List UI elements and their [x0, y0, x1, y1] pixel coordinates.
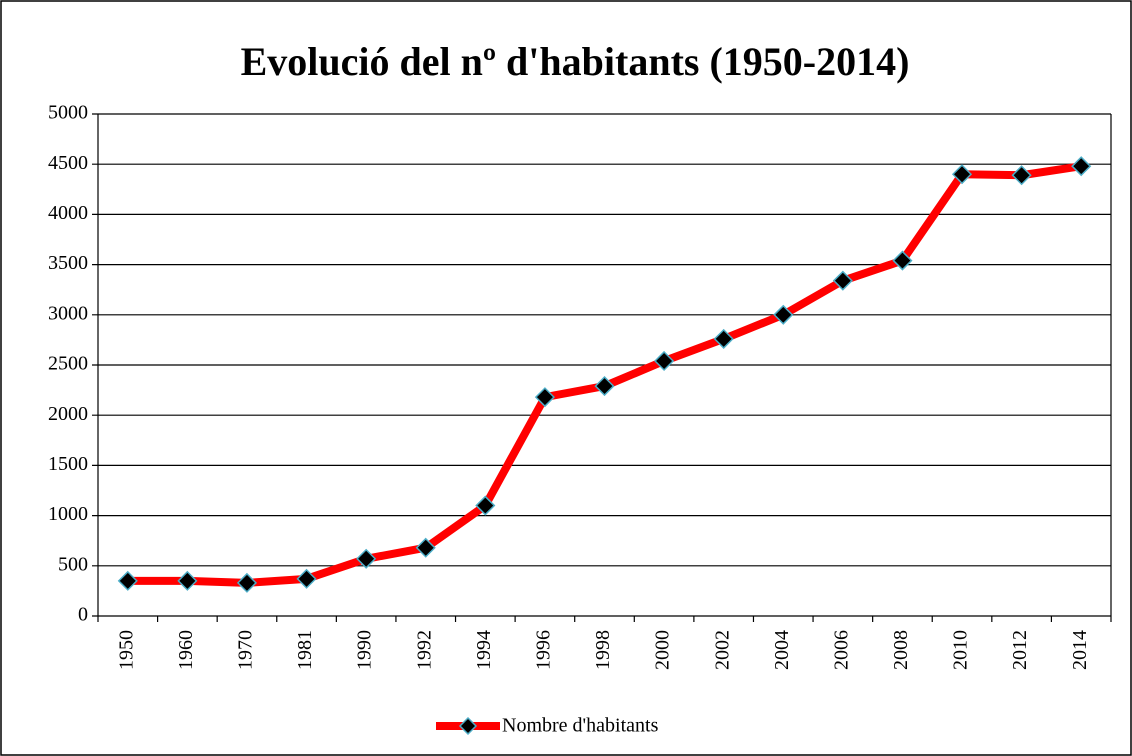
data-point — [534, 387, 555, 408]
x-tick-label: 1996 — [533, 630, 555, 670]
x-tick-label: 1994 — [473, 630, 495, 670]
y-tick-label: 500 — [58, 553, 88, 575]
data-point — [475, 495, 496, 516]
data-point — [713, 328, 734, 349]
data-point — [177, 570, 198, 591]
x-tick-label: 1981 — [294, 630, 316, 670]
x-tick-label: 2010 — [950, 630, 972, 670]
x-tick-label: 1992 — [413, 630, 435, 670]
data-point — [117, 570, 138, 591]
data-point — [654, 350, 675, 372]
x-tick-label: 2014 — [1069, 630, 1091, 670]
data-point — [415, 537, 436, 558]
y-tick-label: 4000 — [48, 202, 88, 224]
x-tick-label: 2012 — [1009, 630, 1031, 670]
y-tick-label: 2500 — [48, 353, 88, 375]
y-tick-label: 4500 — [48, 152, 88, 174]
x-tick-label: 1970 — [235, 630, 257, 670]
data-point — [1011, 165, 1032, 186]
y-tick-label: 3500 — [48, 252, 88, 274]
data-point — [1071, 156, 1092, 177]
x-tick-label: 1960 — [175, 630, 197, 670]
y-tick-label: 2000 — [48, 403, 88, 425]
y-tick-label: 0 — [78, 604, 88, 626]
y-tick-label: 5000 — [48, 102, 88, 124]
x-tick-label: 1950 — [115, 630, 137, 670]
data-point — [892, 250, 913, 271]
data-point — [951, 164, 973, 185]
legend-label: Nombre d'habitants — [502, 715, 659, 737]
x-tick-label: 1990 — [354, 630, 376, 670]
data-point — [356, 548, 377, 569]
x-tick-label: 2004 — [771, 630, 793, 670]
chart-title: Evolució del nº d'habitants (1950-2014) — [241, 39, 910, 84]
x-tick-label: 2006 — [830, 630, 852, 670]
y-tick-label: 1500 — [48, 453, 88, 475]
x-tick-label: 1998 — [592, 630, 614, 670]
data-point — [236, 572, 258, 593]
x-tick-label: 2002 — [711, 630, 733, 670]
legend-marker — [458, 716, 478, 736]
x-tick-label: 2000 — [652, 630, 674, 670]
data-point — [296, 568, 317, 589]
x-tick-label: 2008 — [890, 630, 912, 670]
data-point — [773, 304, 794, 325]
data-point — [832, 270, 853, 291]
data-point — [594, 376, 615, 397]
y-tick-label: 3000 — [48, 302, 88, 324]
y-tick-label: 1000 — [48, 503, 88, 525]
